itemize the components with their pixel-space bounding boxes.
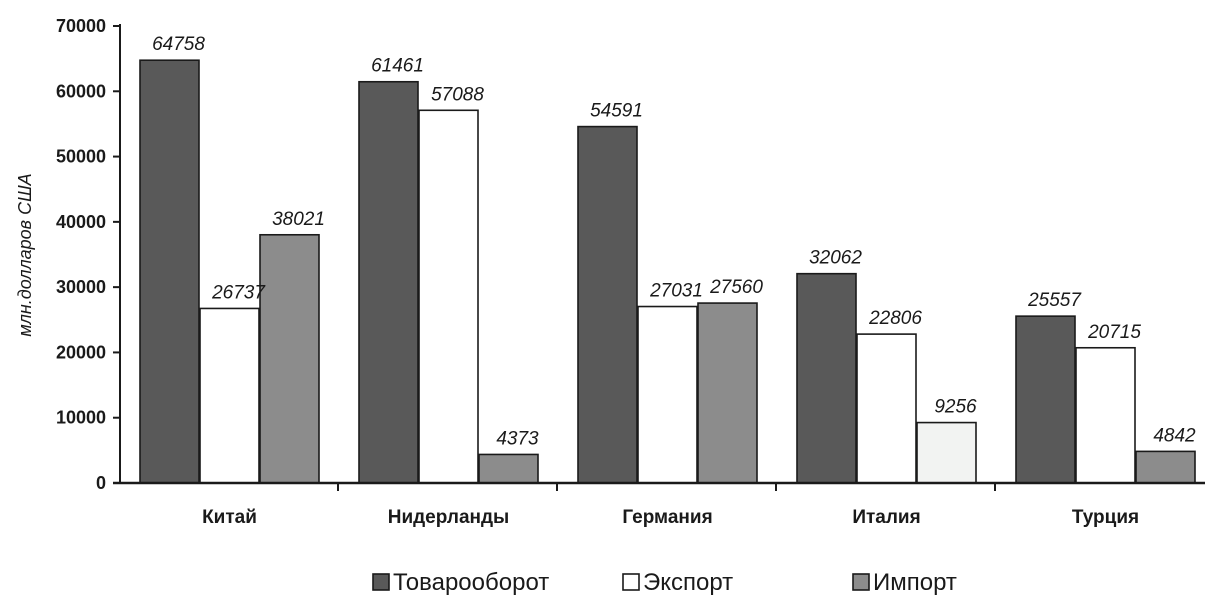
data-label-turnover-2: 61461 <box>371 56 424 77</box>
y-tick-label: 30000 <box>56 277 106 297</box>
bar-turnover-2 <box>358 80 419 484</box>
x-tick-label: Китай <box>202 507 257 528</box>
legend-label-export: Экспорт <box>643 569 733 595</box>
data-label-export-5: 20715 <box>1087 322 1141 343</box>
y-axis-title: млн.долларов США <box>15 173 35 336</box>
data-label-export-4: 22806 <box>868 308 922 329</box>
x-tick-label: Нидерланды <box>388 507 510 528</box>
x-tick-label: Турция <box>1072 507 1139 528</box>
bar-export-3 <box>637 305 698 484</box>
legend-swatch-export <box>622 573 640 591</box>
x-tick-label: Италия <box>852 507 920 528</box>
data-label-import-2: 4373 <box>496 428 539 449</box>
y-tick-label: 10000 <box>56 408 106 428</box>
bar-turnover-1 <box>139 59 200 484</box>
legend-label-turnover: Товарооборот <box>393 569 549 595</box>
bar-import-5 <box>1135 450 1196 484</box>
y-tick-label: 20000 <box>56 342 106 362</box>
data-label-turnover-3: 54591 <box>590 101 643 122</box>
bar-import-3 <box>697 302 758 484</box>
bar-turnover-3 <box>577 125 638 484</box>
data-label-import-4: 9256 <box>934 397 977 418</box>
data-label-export-1: 26737 <box>211 282 266 303</box>
data-label-import-1: 38021 <box>272 209 325 230</box>
bar-export-1 <box>199 307 260 484</box>
bar-import-2 <box>478 453 539 484</box>
data-label-import-5: 4842 <box>1153 425 1196 446</box>
bar-export-4 <box>856 333 917 484</box>
legend-item-export: Экспорт <box>622 569 733 595</box>
bar-import-1 <box>259 233 320 484</box>
legend-swatch-import <box>852 573 870 591</box>
y-tick-label: 70000 <box>56 16 106 36</box>
bar-export-5 <box>1075 346 1136 484</box>
legend-label-import: Импорт <box>873 569 957 595</box>
y-tick-label: 60000 <box>56 81 106 101</box>
y-tick-label: 40000 <box>56 212 106 232</box>
x-tick-label: Германия <box>622 507 712 528</box>
bar-import-4 <box>916 421 977 484</box>
bar-turnover-4 <box>796 272 857 484</box>
bar-turnover-5 <box>1015 315 1076 484</box>
legend-item-turnover: Товарооборот <box>372 569 549 595</box>
data-label-turnover-5: 25557 <box>1027 290 1082 311</box>
legend-swatch-turnover <box>372 573 390 591</box>
data-label-import-3: 27560 <box>709 277 763 298</box>
y-tick-label: 50000 <box>56 147 106 167</box>
data-label-export-2: 57088 <box>431 84 484 105</box>
legend-item-import: Импорт <box>852 569 957 595</box>
data-label-turnover-1: 64758 <box>152 34 205 55</box>
y-tick-label: 0 <box>96 473 106 493</box>
data-label-turnover-4: 32062 <box>809 248 862 269</box>
data-label-export-3: 27031 <box>649 281 703 302</box>
bar-export-2 <box>418 109 479 484</box>
